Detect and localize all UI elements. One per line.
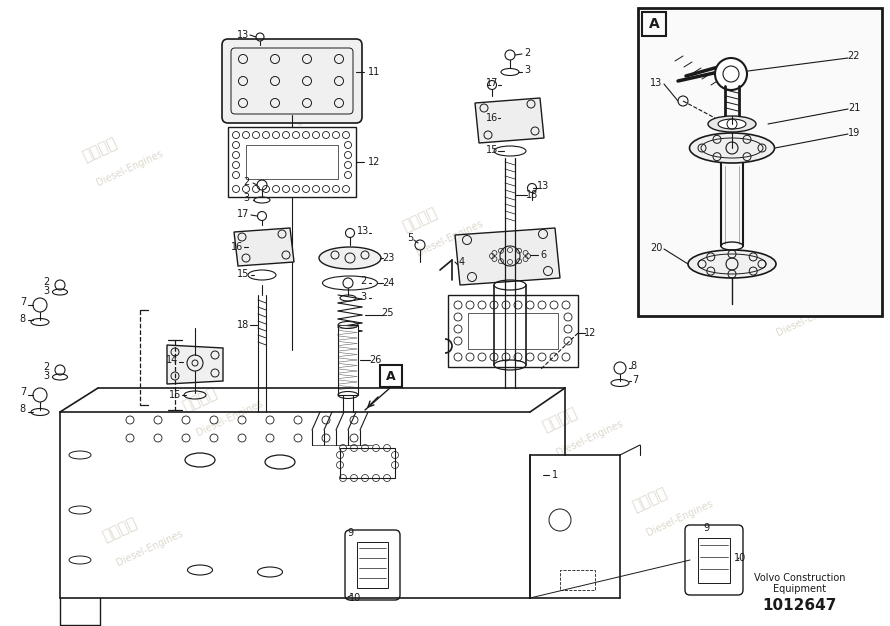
Bar xyxy=(468,313,558,349)
Bar xyxy=(638,8,882,316)
Text: 紫发动力: 紫发动力 xyxy=(280,76,320,105)
Text: 2: 2 xyxy=(43,362,49,372)
Polygon shape xyxy=(475,98,544,143)
Text: 9: 9 xyxy=(703,523,709,533)
Text: 23: 23 xyxy=(382,253,394,263)
Text: Volvo Construction: Volvo Construction xyxy=(754,573,845,583)
Text: 1: 1 xyxy=(552,470,558,480)
Text: 13: 13 xyxy=(537,181,549,191)
Text: 紫发动力: 紫发动力 xyxy=(630,486,669,515)
Text: Diesel-Engines: Diesel-Engines xyxy=(645,498,715,538)
Text: 25: 25 xyxy=(382,308,394,318)
Text: 9: 9 xyxy=(347,528,353,538)
Text: 17: 17 xyxy=(486,78,498,88)
Bar xyxy=(340,448,395,478)
Text: 15: 15 xyxy=(237,269,249,279)
Ellipse shape xyxy=(708,116,756,132)
Text: 3: 3 xyxy=(243,193,249,203)
Text: 21: 21 xyxy=(848,103,861,113)
Text: Diesel-Engines: Diesel-Engines xyxy=(115,528,185,568)
Text: 20: 20 xyxy=(650,243,662,253)
Text: 3: 3 xyxy=(524,65,530,75)
Bar xyxy=(338,325,358,395)
Text: 紫发动力: 紫发动力 xyxy=(760,285,800,314)
Text: 16: 16 xyxy=(231,242,243,252)
Text: 18: 18 xyxy=(237,320,249,330)
Ellipse shape xyxy=(690,133,774,163)
Text: A: A xyxy=(386,371,396,384)
Text: 3: 3 xyxy=(43,371,49,381)
Text: 3: 3 xyxy=(43,286,49,296)
Text: 2: 2 xyxy=(243,177,249,187)
Text: 8: 8 xyxy=(19,314,25,324)
Text: 15: 15 xyxy=(169,390,182,400)
Text: 12: 12 xyxy=(368,157,380,167)
Polygon shape xyxy=(167,345,223,384)
Bar xyxy=(380,365,402,387)
Bar xyxy=(228,127,356,197)
Text: 15: 15 xyxy=(486,145,498,155)
Text: Diesel-Engines: Diesel-Engines xyxy=(95,148,165,188)
Text: 3: 3 xyxy=(360,292,366,302)
Text: Diesel-Engines: Diesel-Engines xyxy=(555,418,625,458)
Text: Diesel-Engines: Diesel-Engines xyxy=(415,218,485,258)
Polygon shape xyxy=(234,228,294,266)
Bar xyxy=(357,542,388,588)
Polygon shape xyxy=(455,228,560,285)
Text: 13: 13 xyxy=(650,78,662,88)
Text: 2: 2 xyxy=(43,277,49,287)
Text: 5: 5 xyxy=(407,233,413,243)
Text: 紫发动力: 紫发动力 xyxy=(400,205,440,235)
Text: A: A xyxy=(649,17,659,31)
Bar xyxy=(448,295,578,367)
Text: Diesel-Engines: Diesel-Engines xyxy=(775,298,845,338)
Text: 14: 14 xyxy=(166,355,178,365)
Text: 17: 17 xyxy=(237,209,249,219)
Circle shape xyxy=(715,58,747,90)
Text: 紫发动力: 紫发动力 xyxy=(101,515,140,545)
Ellipse shape xyxy=(718,119,746,129)
Text: 13: 13 xyxy=(357,226,369,236)
Bar xyxy=(642,12,666,36)
Text: 7: 7 xyxy=(20,297,26,307)
Text: 紫发动力: 紫发动力 xyxy=(181,386,220,414)
Text: 7: 7 xyxy=(20,387,26,397)
Text: 4: 4 xyxy=(459,257,465,267)
Text: 13: 13 xyxy=(237,30,249,40)
Text: 12: 12 xyxy=(584,328,596,338)
Text: 11: 11 xyxy=(368,67,380,77)
Text: 22: 22 xyxy=(848,51,861,61)
Text: Diesel-Engines: Diesel-Engines xyxy=(195,398,265,438)
Ellipse shape xyxy=(688,250,776,278)
Text: Diesel-Engines: Diesel-Engines xyxy=(695,118,765,158)
Text: 紫发动力: 紫发动力 xyxy=(680,106,720,135)
Text: 8: 8 xyxy=(19,404,25,414)
Text: 7: 7 xyxy=(632,375,638,385)
FancyBboxPatch shape xyxy=(222,39,362,123)
Text: 紫发动力: 紫发动力 xyxy=(80,135,120,165)
Text: 1012647: 1012647 xyxy=(763,597,837,612)
Text: Diesel-Engines: Diesel-Engines xyxy=(295,88,365,128)
Text: 16: 16 xyxy=(486,113,498,123)
Bar xyxy=(560,570,595,590)
Text: 2: 2 xyxy=(360,276,366,286)
Bar xyxy=(698,538,730,583)
Text: 6: 6 xyxy=(540,250,546,260)
Text: 2: 2 xyxy=(524,48,530,58)
Text: 10: 10 xyxy=(734,553,746,563)
Text: 26: 26 xyxy=(368,355,381,365)
Text: 8: 8 xyxy=(630,361,636,371)
Ellipse shape xyxy=(319,247,381,269)
Text: 24: 24 xyxy=(382,278,394,288)
Text: 紫发动力: 紫发动力 xyxy=(540,406,579,434)
Text: Equipment: Equipment xyxy=(773,584,827,594)
Text: 19: 19 xyxy=(848,128,860,138)
Text: 10: 10 xyxy=(349,593,361,603)
Text: 18: 18 xyxy=(526,190,538,200)
Bar xyxy=(246,145,338,179)
